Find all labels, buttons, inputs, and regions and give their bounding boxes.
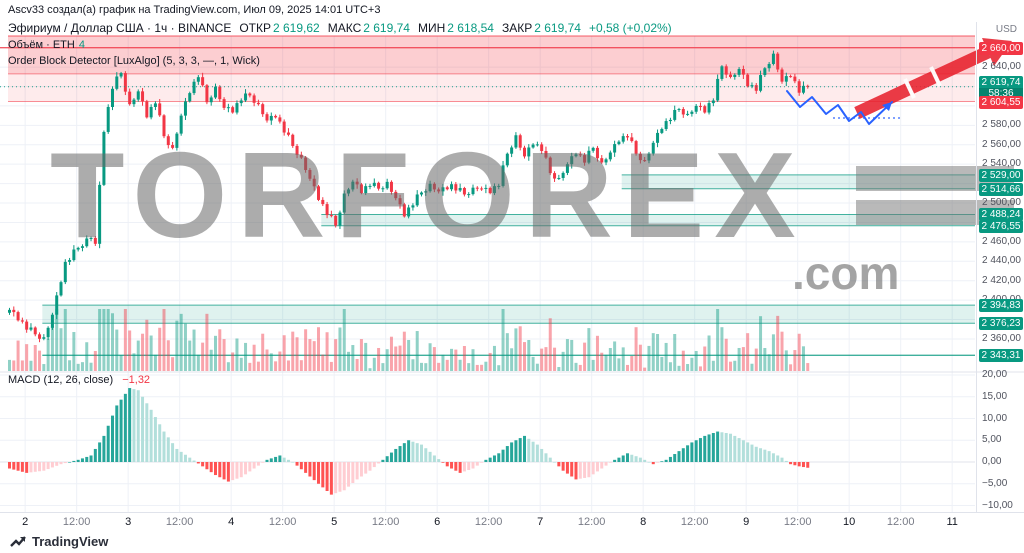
level-price-label: 2 529,00	[979, 168, 1023, 182]
volume-bars	[8, 309, 810, 371]
price-gridline-label: 2 580,00	[982, 119, 1021, 131]
price-gridline-label: 2 460,00	[982, 235, 1021, 247]
level-price-label: 2 660,00	[979, 41, 1023, 55]
level-price-label: 2 376,23	[979, 317, 1023, 331]
bar-countdown: 58:36	[979, 87, 1023, 99]
tradingview-logo[interactable]: TradingView	[10, 531, 108, 551]
macd-gridline-label: 0,00	[982, 456, 1002, 467]
level-price-label: 2 343,31	[979, 349, 1023, 363]
price-gridline-label: 2 560,00	[982, 138, 1021, 150]
price-gridline-label: 2 360,00	[982, 332, 1021, 344]
macd-gridline-label: −5,00	[982, 477, 1008, 489]
price-axis[interactable]: USD 2 640,00 2 580,00 2 560,00 2 540,00 2 50…	[976, 22, 1024, 531]
high-label: МАКС	[327, 21, 362, 35]
change-value: +0,58 (+0,02%)	[588, 21, 672, 35]
time-axis-label: 9	[743, 516, 750, 528]
orderblock-indicator-label[interactable]: Order Block Detector [LuxAlgo] (5, 3, 3,…	[8, 55, 260, 67]
price-axis-unit: USD	[995, 24, 1017, 35]
volume-indicator-label[interactable]: Объём · ETH	[8, 39, 75, 51]
level-price-label: 2 604,55	[979, 95, 1023, 109]
time-axis-label: 12:00	[680, 516, 709, 528]
time-axis-label: 7	[537, 516, 544, 528]
symbol-title[interactable]: Эфириум / Доллар США · 1ч · BINANCE	[8, 21, 232, 35]
time-axis-label: 4	[228, 516, 235, 528]
time-axis-label: 12:00	[783, 516, 812, 528]
attribution-text: Ascv33 создал(а) график на TradingView.c…	[8, 4, 381, 16]
macd-value: −1,32	[122, 374, 151, 386]
time-axis-label: 5	[331, 516, 338, 528]
last-price-label: 2 619,74 58:36	[979, 75, 1023, 99]
level-price-label: 2 514,66	[979, 182, 1023, 196]
macd-gridline-label: 5,00	[982, 434, 1002, 446]
macd-gridline-label: 20,00	[982, 369, 1008, 380]
time-axis-label: 12:00	[165, 516, 194, 528]
high-value: 2 619,74	[363, 21, 410, 35]
price-gridline-label: 2 640,00	[982, 61, 1021, 73]
time-axis[interactable]: 2 12:00 3 12:00 4 12:00 5 12:00 6 12:00 7 12:00 8 12:…	[0, 512, 1024, 532]
macd-params: (12, 26, close)	[43, 374, 114, 386]
open-label: ОТКР	[239, 21, 271, 35]
price-gridline-label: 2 500,00	[982, 197, 1021, 209]
price-gridline-label: 2 440,00	[982, 255, 1021, 267]
macd-indicator-row: MACD (12, 26, close) −1,32	[8, 374, 150, 386]
macd-histogram	[8, 388, 810, 495]
low-label: МИН	[417, 21, 446, 35]
time-axis-label: 6	[434, 516, 441, 528]
symbol-info-row: Эфириум / Доллар США · 1ч · BINANCE ОТКР 2…	[8, 21, 672, 35]
macd-gridline-label: −10,00	[982, 499, 1013, 511]
low-value: 2 618,54	[447, 21, 494, 35]
volume-indicator-row: Объём · ETH 4	[8, 39, 85, 51]
time-axis-label: 12:00	[577, 516, 606, 528]
time-axis-label: 2	[22, 516, 29, 528]
time-axis-label: 10	[843, 516, 856, 528]
volume-indicator-value: 4	[78, 39, 85, 51]
time-axis-label: 12:00	[371, 516, 400, 528]
level-price-label: 2 394,83	[979, 299, 1023, 313]
order-block-zones	[0, 35, 976, 356]
close-label: ЗАКР	[501, 21, 533, 35]
price-gridline-label: 2 540,00	[982, 158, 1021, 170]
time-axis-label: 12:00	[268, 516, 297, 528]
time-axis-label: 12:00	[62, 516, 91, 528]
time-axis-label: 12:00	[474, 516, 503, 528]
projection-arrow[interactable]	[786, 90, 901, 125]
open-value: 2 619,62	[273, 21, 320, 35]
price-gridline-label: 2 420,00	[982, 274, 1021, 286]
candles	[8, 50, 810, 343]
tradingview-logo-icon	[10, 535, 26, 547]
macd-gridline-label: 10,00	[982, 412, 1008, 424]
time-axis-label: 3	[125, 516, 132, 528]
macd-title[interactable]: MACD	[8, 374, 41, 386]
tradingview-logo-text: TradingView	[32, 533, 109, 549]
time-axis-label: 11	[946, 516, 958, 528]
time-axis-label: 12:00	[886, 516, 915, 528]
macd-gridline-label: 15,00	[982, 390, 1008, 402]
level-price-label: 2 476,55	[979, 219, 1023, 233]
close-value: 2 619,74	[534, 21, 581, 35]
time-axis-label: 8	[640, 516, 647, 528]
